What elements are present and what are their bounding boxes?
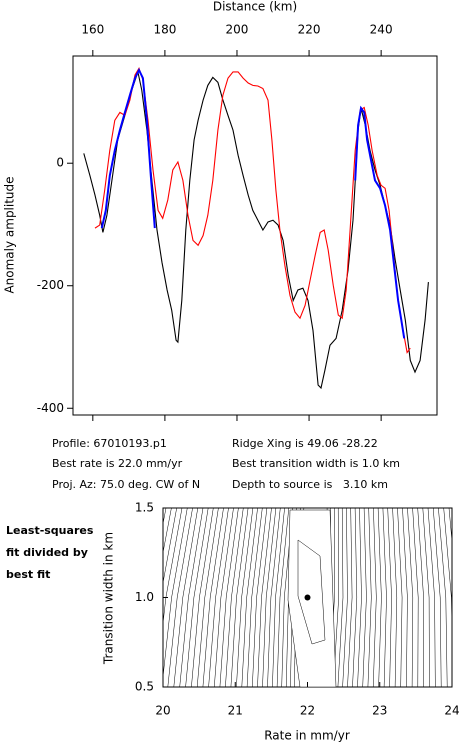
contour-line [225,508,244,687]
x-tick-label: 20 [155,704,170,718]
y-axis-label: Transition width in km [102,532,116,665]
contour-line [352,508,358,687]
contour-line [191,508,214,687]
x-tick-label: 160 [81,23,104,37]
info-text: Ridge Xing is 49.06 -28.22 [232,437,378,450]
x-tick-label: 24 [444,704,459,718]
x-axis-label: Rate in mm/yr [264,729,350,743]
contour-line [252,508,268,687]
contour-line [392,508,398,687]
x-tick-label: 200 [226,23,249,37]
y-tick-label: -400 [37,401,64,415]
side-text: fit divided by [6,546,88,559]
contour-line [422,508,430,687]
contour-line [272,508,285,687]
contour-line [357,508,362,687]
contour-line [219,508,239,687]
contour-line [377,508,382,687]
contour-line [236,508,254,687]
info-text: Depth to source is 3.10 km [232,478,388,491]
info-text: Best transition width is 1.0 km [232,457,400,470]
side-text: best fit [6,568,50,581]
x-tick-label: 21 [228,704,243,718]
contour-line [163,508,177,585]
info-text: Profile: 67010193.p1 [52,437,167,450]
contour-line [214,508,234,687]
contour-line [257,508,272,687]
y-tick-label: 1.5 [135,501,154,515]
contour-line [407,508,414,687]
data-line [94,66,411,354]
contour-line [230,508,249,687]
best-fit-point [304,594,311,601]
contour-line [427,508,436,687]
contour-line [262,508,277,687]
top-frame [72,55,438,416]
contour-line [347,508,353,687]
y-tick-label: 0.5 [135,680,154,694]
contour-line [202,508,224,687]
x-axis-label: Distance (km) [213,0,297,14]
y-axis-label: Anomaly amplitude [3,176,17,293]
contour-line [387,508,392,687]
y-tick-label: 1.0 [135,590,154,604]
contour-line [454,508,465,687]
info-text: Proj. Az: 75.0 deg. CW of N [52,478,200,491]
contour-line [267,508,281,687]
data-line [100,67,406,339]
x-tick-label: 240 [370,23,393,37]
contour-line [443,508,452,643]
contour-line [367,508,372,687]
contour-line [196,508,219,687]
contour-line [163,508,172,554]
x-tick-label: 23 [372,704,387,718]
contour-line [163,508,188,680]
contour-line [382,508,387,687]
contour-line [460,508,467,687]
contour-line [163,508,183,626]
contour-field [163,508,467,687]
contour-line [241,508,258,687]
contour-line [342,508,348,687]
x-tick-label: 180 [153,23,176,37]
contour-line [179,508,204,687]
contour-line [438,508,448,687]
x-tick-label: 220 [298,23,321,37]
y-tick-label: -200 [37,278,64,292]
contour-line [173,508,199,687]
contour-line [412,508,419,687]
x-tick-label: 22 [300,704,315,718]
contour-line [397,508,403,687]
contour-line [246,508,263,687]
contour-line [362,508,367,687]
contour-line [432,508,442,687]
y-tick-label: 0 [56,156,64,170]
contour-line [402,508,408,687]
contour-line [276,508,290,687]
contour-line [167,508,193,687]
data-line [83,69,429,390]
contour-line [287,509,337,687]
contour-line [372,508,377,687]
contour-line [448,508,452,544]
contour-line [297,539,326,645]
contour-line [417,508,424,687]
info-text: Best rate is 22.0 mm/yr [52,457,183,470]
contour-line [185,508,209,687]
contour-line [208,508,229,687]
contour-line [337,508,344,687]
side-text: Least-squares [6,524,94,537]
